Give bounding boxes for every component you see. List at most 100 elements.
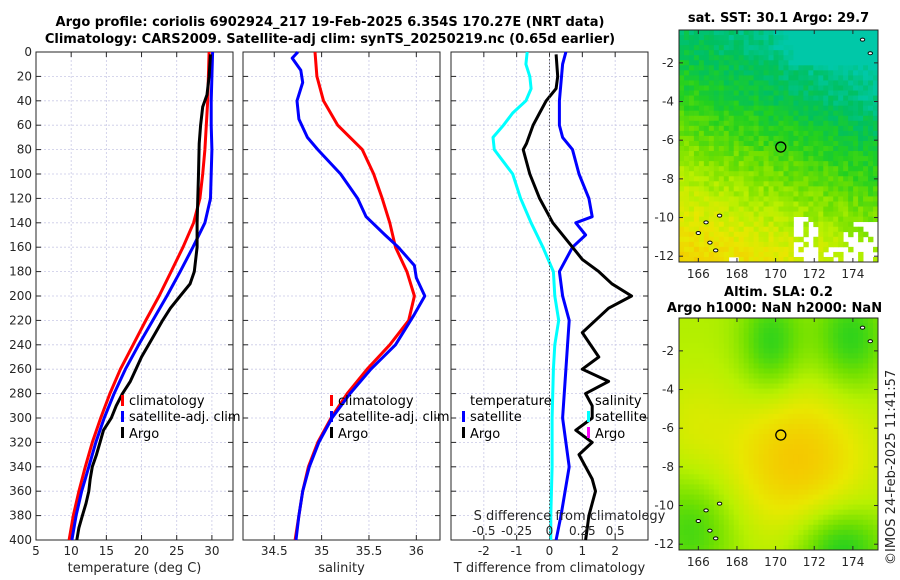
map-cell — [823, 343, 829, 349]
map-cell — [768, 50, 774, 56]
map-cell — [843, 469, 849, 475]
y-tick-label: 300 — [9, 411, 32, 425]
map-cell — [803, 151, 809, 157]
map-cell — [838, 434, 844, 440]
map-cell — [708, 146, 715, 152]
map-cell — [703, 449, 710, 455]
map-cell — [868, 40, 874, 46]
map-cell — [753, 95, 760, 102]
map-cell — [733, 201, 740, 207]
map-cell — [708, 378, 715, 384]
map-cell — [758, 474, 764, 480]
map-cell — [813, 454, 819, 460]
x-tick-label: 166 — [687, 555, 710, 569]
map-cell — [738, 221, 745, 228]
map-cell — [728, 474, 735, 480]
map-cell — [783, 115, 789, 122]
map-cell — [763, 534, 769, 541]
map-cell — [728, 423, 735, 430]
map-cell — [808, 45, 814, 51]
map-cell — [763, 90, 769, 96]
map-cell — [838, 423, 844, 430]
map-cell — [803, 459, 809, 465]
map-cell — [803, 70, 809, 76]
map-cell — [848, 60, 854, 66]
map-cell — [823, 146, 829, 152]
map-cell — [748, 146, 755, 152]
map-cell — [863, 50, 869, 56]
map-cell — [693, 459, 700, 465]
map-cell — [858, 226, 864, 233]
map-cell — [838, 140, 844, 147]
map-cell — [703, 105, 710, 112]
series-line-climatology — [67, 51, 211, 541]
map-cell — [783, 161, 789, 167]
map-cell — [803, 509, 809, 516]
map-cell — [838, 358, 844, 364]
map-cell — [788, 373, 794, 379]
map-cell — [768, 251, 774, 258]
map-cell — [679, 343, 685, 349]
map-cell — [838, 100, 844, 107]
map-cell — [743, 449, 750, 455]
map-cell — [848, 363, 854, 369]
map-cell — [723, 176, 730, 182]
map-cell — [698, 494, 705, 500]
map-cell — [679, 105, 685, 112]
map-cell — [683, 35, 690, 41]
map-cell — [853, 519, 859, 526]
map-cell — [798, 171, 804, 177]
map-cell — [813, 75, 819, 81]
map-cell — [753, 166, 760, 172]
map-cell — [868, 181, 874, 187]
map-cell — [848, 75, 854, 81]
map-cell — [853, 70, 859, 76]
map-cell — [693, 151, 700, 157]
map-cell — [763, 459, 769, 465]
map-cell — [708, 196, 715, 202]
map-cell — [738, 80, 745, 86]
map-cell — [798, 156, 804, 162]
legend-label: climatology — [129, 394, 205, 409]
map-cell — [838, 231, 844, 238]
map-cell — [873, 110, 879, 117]
map-cell — [738, 216, 745, 223]
map-cell — [823, 176, 829, 182]
map-cell — [838, 388, 844, 395]
map-cell — [808, 524, 814, 531]
map-cell — [778, 211, 784, 218]
map-cell — [798, 388, 804, 395]
map-cell — [743, 231, 750, 238]
map-cell — [698, 489, 705, 495]
map-cell — [698, 35, 705, 41]
map-cell — [758, 413, 764, 420]
map-cell — [808, 368, 814, 374]
map-cell — [803, 539, 809, 546]
map-cell — [713, 418, 720, 425]
map-cell — [868, 45, 874, 51]
map-cell — [808, 95, 814, 102]
map-cell — [783, 519, 789, 526]
map-cell — [738, 358, 745, 364]
map-cell — [788, 428, 794, 435]
map-cell — [778, 110, 784, 117]
map-cell — [763, 474, 769, 480]
map-cell — [718, 348, 725, 354]
map-cell — [718, 105, 725, 112]
map-cell — [863, 403, 869, 410]
map-cell — [703, 211, 710, 218]
map-cell — [683, 383, 690, 390]
map-cell — [768, 60, 774, 66]
map-cell — [848, 323, 854, 329]
map-cell — [748, 363, 755, 369]
legend-swatch-satellite — [330, 411, 333, 422]
map-cell — [753, 534, 760, 541]
map-cell — [693, 30, 700, 36]
map-cell — [758, 206, 764, 212]
map-cell — [763, 413, 769, 420]
map-cell — [679, 125, 685, 132]
map-cell — [783, 166, 789, 172]
map-cell — [773, 439, 779, 445]
map-cell — [818, 509, 824, 516]
